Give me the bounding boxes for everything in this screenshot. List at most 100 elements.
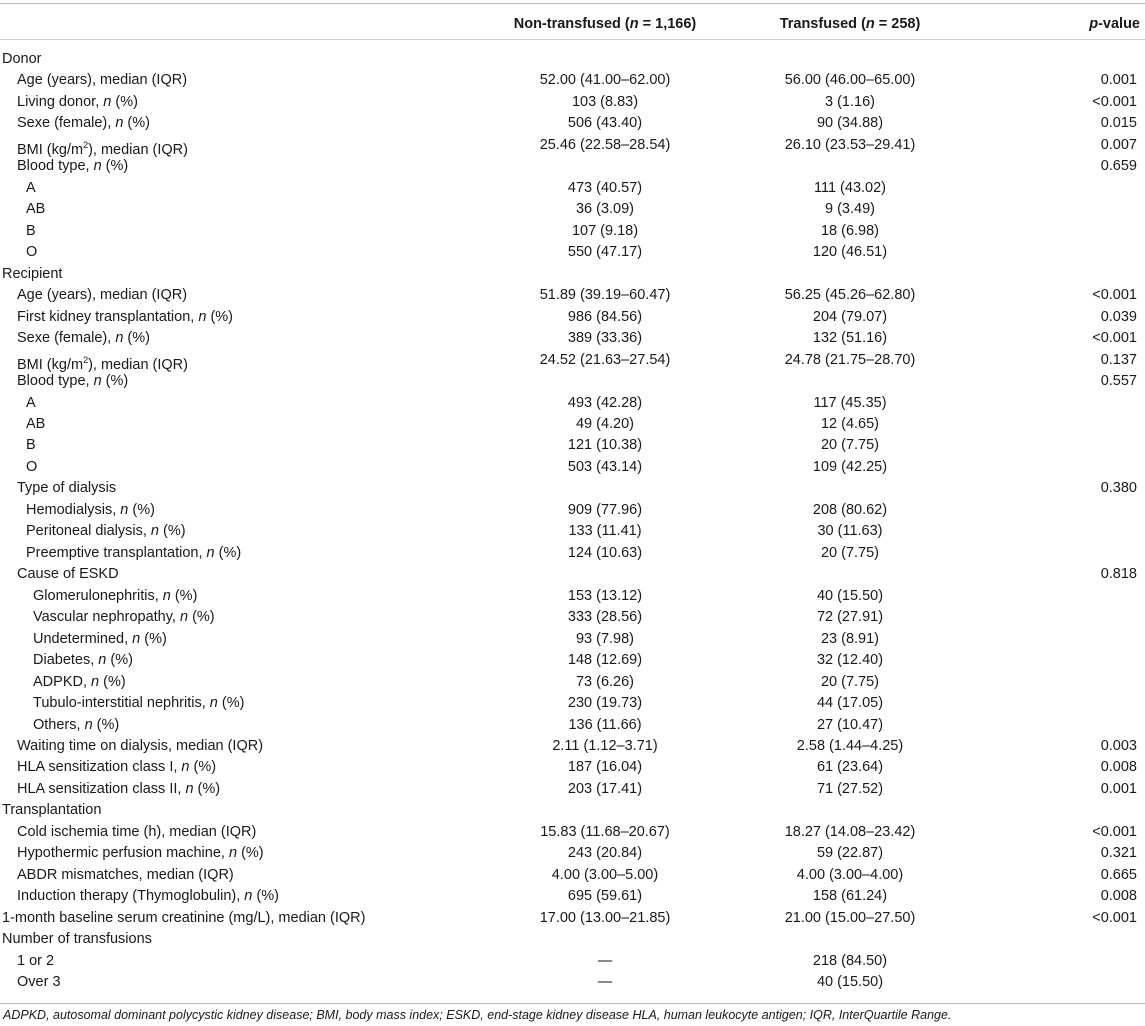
cell-transfused: 27 (10.47) [816,716,884,733]
row-label: Hypothermic perfusion machine, n (%) [17,845,264,862]
cell-non-transfused: 473 (40.57) [567,179,643,196]
row-label: Transplantation [2,802,102,819]
cell-transfused: 18.27 (14.08–23.42) [784,823,916,840]
cell-p-value: <0.001 [1092,330,1137,347]
cell-transfused: 61 (23.64) [816,759,884,776]
cell-p-value: 0.659 [1100,158,1137,175]
table-row: Tubulo-interstitial nephritis, n (%) 230 … [0,693,1145,714]
cell-p-value: 0.001 [1100,72,1137,89]
cell-p-value: 0.008 [1100,888,1137,905]
row-label: Recipient [2,265,63,282]
row-label: Others, n (%) [33,716,120,733]
row-label: Type of dialysis [17,480,117,497]
table-row: Number of transfusions [0,929,1145,950]
cell-p-value: 0.137 [1100,351,1137,368]
row-label: HLA sensitization class I, n (%) [17,759,217,776]
cell-non-transfused: 4.00 (3.00–5.00) [551,866,659,883]
row-label: ABDR mismatches, median (IQR) [17,866,234,883]
cell-non-transfused: 124 (10.63) [567,544,643,561]
table-row: O 503 (43.14) 109 (42.25) [0,457,1145,478]
cell-non-transfused: 73 (6.26) [575,673,635,690]
cell-p-value: <0.001 [1092,909,1137,926]
cell-transfused: 3 (1.16) [825,93,875,110]
table-row: Sexe (female), n (%) 506 (43.40) 90 (34.88… [0,113,1145,134]
cell-non-transfused: — [597,952,613,969]
cell-non-transfused: 15.83 (11.68–20.67) [540,823,670,840]
cell-non-transfused: 230 (19.73) [567,695,643,712]
table-row: First kidney transplantation, n (%) 986 (… [0,307,1145,328]
cell-p-value: 0.557 [1100,373,1137,390]
cell-non-transfused: 136 (11.66) [568,716,642,733]
cell-non-transfused: 49 (4.20) [575,415,635,432]
cell-transfused: 21.00 (15.00–27.50) [784,909,916,926]
row-label: BMI (kg/m2), median (IQR) [17,139,188,158]
cell-transfused: 158 (61.24) [812,888,888,905]
row-label: Sexe (female), n (%) [17,115,150,132]
row-label: AB [26,415,46,432]
cell-non-transfused: 153 (13.12) [567,587,643,604]
cell-non-transfused: 695 (59.61) [567,888,643,905]
cell-non-transfused: 52.00 (41.00–62.00) [539,72,671,89]
row-label: Undetermined, n (%) [33,630,167,647]
table-row: Peritoneal dialysis, n (%) 133 (11.41) 30 … [0,521,1145,542]
row-label: Glomerulonephritis, n (%) [33,587,198,604]
table-row: 1 or 2 — 218 (84.50) [0,951,1145,972]
row-label: O [26,458,38,475]
cell-p-value: 0.007 [1100,136,1137,153]
table-row: BMI (kg/m2), median (IQR) 25.46 (22.58–28… [0,135,1145,158]
row-label: HLA sensitization class II, n (%) [17,780,221,797]
cell-transfused: 71 (27.52) [816,780,884,797]
cell-transfused: 44 (17.05) [816,695,884,712]
table-header: Non-transfused (n = 1,166) Transfused (n… [0,7,1145,39]
table-row: Cold ischemia time (h), median (IQR) 15.8… [0,822,1145,843]
row-label: Over 3 [17,974,61,991]
row-label: A [26,394,36,411]
table-row: Undetermined, n (%) 93 (7.98) 23 (8.91) [0,629,1145,650]
table-row: Blood type, n (%) 0.557 [0,371,1145,392]
table-row: HLA sensitization class II, n (%) 203 (17… [0,779,1145,800]
cell-transfused: 9 (3.49) [825,201,875,218]
table-row: Preemptive transplantation, n (%) 124 (10… [0,543,1145,564]
cell-p-value: <0.001 [1092,287,1137,304]
row-label: AB [26,201,46,218]
row-label: Sexe (female), n (%) [17,330,150,347]
cell-non-transfused: 389 (33.36) [567,330,643,347]
cell-transfused: 40 (15.50) [816,587,884,604]
cell-non-transfused: 187 (16.04) [567,759,643,776]
table-row: Hemodialysis, n (%) 909 (77.96) 208 (80.62… [0,500,1145,521]
table-row: Recipient [0,264,1145,285]
cell-transfused: 12 (4.65) [820,415,880,432]
cell-transfused: 109 (42.25) [812,458,888,475]
cell-transfused: 20 (7.75) [820,673,880,690]
cell-transfused: 218 (84.50) [812,952,888,969]
row-label: BMI (kg/m2), median (IQR) [17,354,188,373]
table-row: AB 36 (3.09) 9 (3.49) [0,199,1145,220]
cell-transfused: 40 (15.50) [816,974,884,991]
row-label: Hemodialysis, n (%) [26,501,155,518]
cell-transfused: 111 (43.02) [813,179,886,196]
cell-non-transfused: 2.11 (1.12–3.71) [552,738,658,754]
cell-transfused: 23 (8.91) [820,630,880,647]
cell-non-transfused: 503 (43.14) [567,458,643,475]
cell-transfused: 56.00 (46.00–65.00) [784,72,916,89]
cell-transfused: 2.58 (1.44–4.25) [796,738,904,754]
cell-p-value: 0.039 [1100,308,1137,325]
table-row: Type of dialysis 0.380 [0,478,1145,499]
row-label: Age (years), median (IQR) [17,72,188,89]
cell-non-transfused: 25.46 (22.58–28.54) [539,136,671,153]
table-row: Hypothermic perfusion machine, n (%) 243 … [0,843,1145,864]
cell-non-transfused: 17.00 (13.00–21.85) [539,909,671,926]
cell-transfused: 90 (34.88) [816,115,884,132]
table-row: A 493 (42.28) 117 (45.35) [0,393,1145,414]
cell-non-transfused: 51.89 (39.19–60.47) [539,287,671,304]
cell-non-transfused: 36 (3.09) [575,201,635,218]
table-row: Waiting time on dialysis, median (IQR) 2.… [0,736,1145,757]
row-label: O [26,244,38,261]
row-label: Diabetes, n (%) [33,652,133,669]
row-label: B [26,222,36,239]
cell-transfused: 32 (12.40) [816,652,884,669]
header-p-value: p-value [1089,16,1140,32]
cell-transfused: 20 (7.75) [820,544,880,561]
cell-transfused: 59 (22.87) [816,845,884,862]
